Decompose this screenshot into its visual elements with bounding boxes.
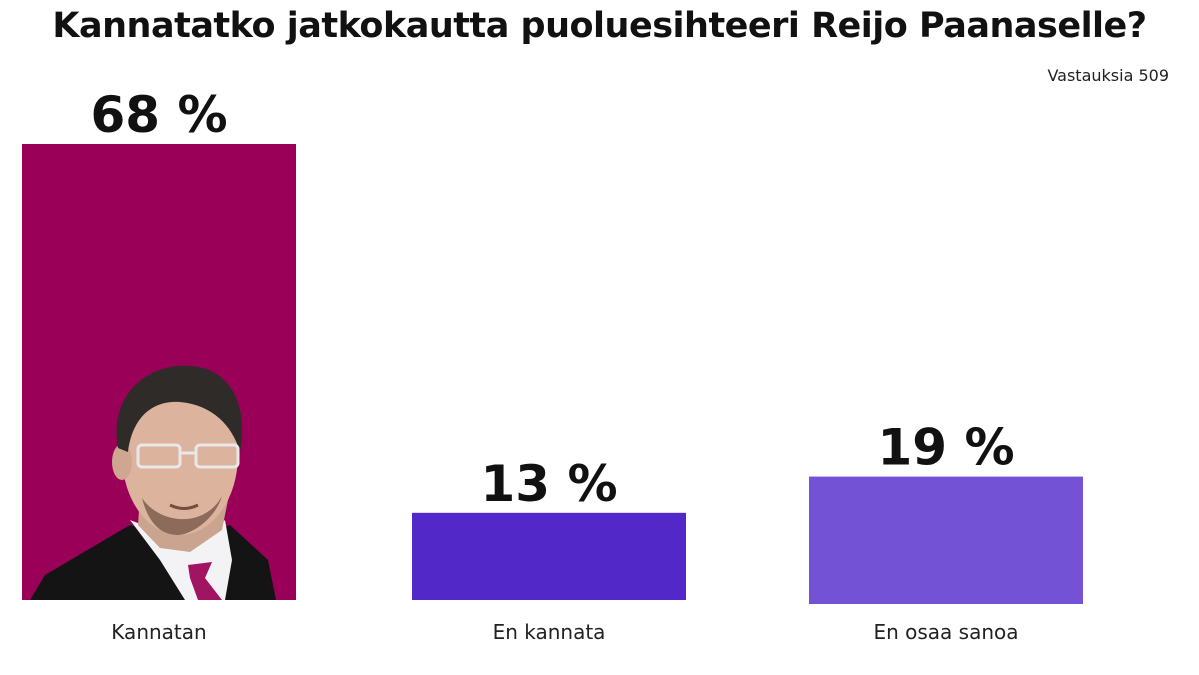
bar-1 — [412, 512, 686, 600]
chart-title: Kannatatko jatkokautta puoluesihteeri Re… — [52, 6, 1147, 46]
portrait-shape-5 — [112, 444, 132, 480]
portrait-shape-7 — [142, 496, 222, 535]
category-label-2: En osaa sanoa — [873, 620, 1018, 644]
value-label-1: 13 % — [480, 455, 617, 513]
portrait-shape-11 — [169, 503, 199, 510]
response-count: Vastauksia 509 — [1047, 66, 1169, 85]
labels-group: 68 % Kannatan 13 % En kannata 19 % En osaa sa… — [90, 86, 1018, 644]
category-label-0: Kannatan — [111, 620, 206, 644]
portrait-shape-9 — [194, 443, 240, 469]
category-label-1: En kannata — [493, 620, 606, 644]
value-label-2: 19 % — [877, 419, 1014, 477]
bar-2 — [809, 476, 1083, 604]
portrait-shape-2 — [188, 562, 222, 600]
value-label-0: 68 % — [90, 86, 227, 144]
portrait-illustration — [30, 365, 276, 600]
portrait-shape-8 — [136, 443, 182, 469]
portrait-shape-6 — [116, 365, 243, 452]
